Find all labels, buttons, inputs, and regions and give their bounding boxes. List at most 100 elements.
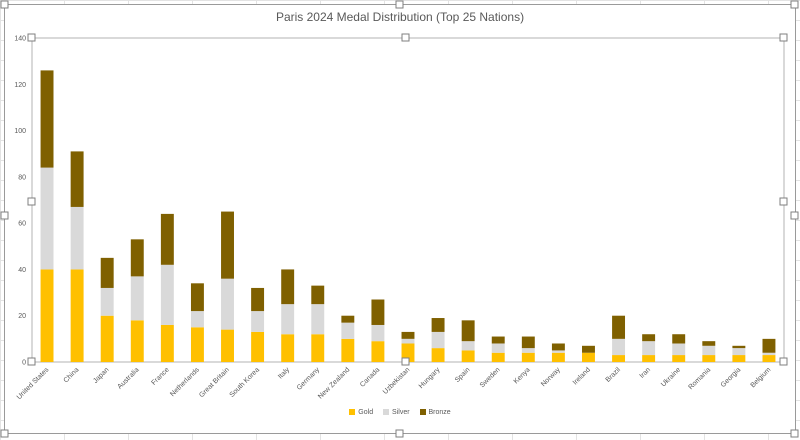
bar-new-zealand-gold[interactable] — [341, 338, 355, 362]
bar-iran-silver[interactable] — [642, 341, 656, 356]
bar-sweden-silver[interactable] — [491, 343, 505, 353]
bar-sweden-gold[interactable] — [491, 352, 505, 362]
bar-south-korea-bronze[interactable] — [251, 287, 265, 312]
bar-iran-gold[interactable] — [642, 355, 656, 362]
frame-handle-bottom-right[interactable] — [790, 429, 799, 438]
bar-norway-bronze[interactable] — [551, 343, 565, 351]
resize-handle-top[interactable] — [401, 33, 410, 42]
bar-south-korea-gold[interactable] — [251, 331, 265, 362]
frame-handle-bottom-left[interactable] — [0, 429, 9, 438]
resize-handle-top-left[interactable] — [27, 33, 36, 42]
bar-australia-silver[interactable] — [130, 276, 144, 321]
bar-canada-gold[interactable] — [371, 341, 385, 362]
legend-label-silver: Silver — [392, 409, 410, 416]
bar-france-gold[interactable] — [160, 324, 174, 362]
bar-new-zealand-silver[interactable] — [341, 322, 355, 339]
bar-kenya-silver[interactable] — [521, 348, 535, 353]
bar-ukraine-bronze[interactable] — [672, 334, 686, 344]
bar-china-bronze[interactable] — [70, 151, 84, 207]
frame-handle-right[interactable] — [790, 211, 799, 220]
frame-handle-top[interactable] — [395, 0, 404, 9]
bar-australia-bronze[interactable] — [130, 239, 144, 277]
bar-germany-bronze[interactable] — [311, 285, 325, 305]
bar-great-britain-silver[interactable] — [221, 278, 234, 330]
bar-france-bronze[interactable] — [160, 213, 174, 265]
bar-uzbekistan-bronze[interactable] — [401, 331, 415, 339]
bar-iran-bronze[interactable] — [642, 334, 656, 342]
bar-germany-silver[interactable] — [311, 304, 325, 335]
x-tick-label-brazil: Brazil — [605, 366, 623, 384]
bar-belgium-bronze[interactable] — [762, 338, 776, 353]
bar-germany-gold[interactable] — [311, 334, 325, 362]
bar-georgia-bronze[interactable] — [732, 345, 746, 349]
bar-romania-bronze[interactable] — [702, 341, 716, 346]
bar-south-korea-silver[interactable] — [251, 311, 265, 332]
bar-uzbekistan-gold[interactable] — [401, 343, 415, 362]
bar-georgia-silver[interactable] — [732, 348, 746, 356]
resize-handle-bottom-left[interactable] — [27, 357, 36, 366]
resize-handle-right[interactable] — [779, 197, 788, 206]
bar-brazil-bronze[interactable] — [612, 315, 626, 339]
bar-japan-gold[interactable] — [100, 315, 114, 362]
bar-italy-silver[interactable] — [281, 304, 295, 335]
bar-belgium-silver[interactable] — [762, 352, 776, 356]
bar-china-gold[interactable] — [70, 269, 84, 362]
bar-netherlands-gold[interactable] — [190, 327, 204, 362]
resize-handle-bottom[interactable] — [401, 357, 410, 366]
bar-china-silver[interactable] — [70, 206, 84, 270]
bar-sweden-bronze[interactable] — [491, 336, 505, 344]
bar-spain-bronze[interactable] — [461, 320, 475, 342]
bar-netherlands-silver[interactable] — [190, 311, 204, 328]
bar-new-zealand-bronze[interactable] — [341, 315, 355, 323]
bar-hungary-gold[interactable] — [431, 348, 445, 362]
bar-georgia-gold[interactable] — [732, 355, 746, 362]
bar-ireland-bronze[interactable] — [582, 345, 595, 353]
frame-handle-top-right[interactable] — [790, 0, 799, 9]
bar-romania-silver[interactable] — [702, 345, 716, 356]
plot-area-selection[interactable] — [31, 37, 785, 363]
bar-kenya-gold[interactable] — [521, 352, 535, 362]
resize-handle-top-right[interactable] — [779, 33, 788, 42]
legend-item-bronze: Bronze — [419, 409, 451, 416]
frame-handle-bottom[interactable] — [395, 429, 404, 438]
bar-netherlands-bronze[interactable] — [190, 283, 204, 312]
bar-belgium-gold[interactable] — [762, 355, 776, 362]
bar-great-britain-bronze[interactable] — [221, 211, 234, 279]
legend-swatch-bronze — [419, 409, 426, 415]
bar-hungary-silver[interactable] — [431, 331, 445, 349]
bar-australia-gold[interactable] — [130, 320, 144, 362]
bar-ukraine-silver[interactable] — [672, 343, 686, 356]
bar-norway-silver[interactable] — [551, 350, 565, 353]
x-tick-label-canada: Canada — [359, 366, 381, 388]
frame-handle-top-left[interactable] — [0, 0, 9, 9]
bar-canada-bronze[interactable] — [371, 299, 385, 325]
bar-canada-silver[interactable] — [371, 324, 385, 342]
bar-norway-gold[interactable] — [551, 352, 565, 362]
bar-united-states-gold[interactable] — [40, 269, 54, 362]
bar-uzbekistan-silver[interactable] — [401, 338, 415, 344]
bar-japan-silver[interactable] — [100, 287, 114, 316]
bar-italy-gold[interactable] — [281, 334, 295, 362]
bar-spain-silver[interactable] — [461, 341, 475, 351]
resize-handle-bottom-right[interactable] — [779, 357, 788, 366]
resize-handle-left[interactable] — [27, 197, 36, 206]
bar-hungary-bronze[interactable] — [431, 318, 445, 332]
bar-great-britain-gold[interactable] — [221, 329, 234, 362]
bar-ireland-gold[interactable] — [582, 352, 595, 362]
bar-united-states-silver[interactable] — [40, 167, 54, 270]
y-tick-label-100: 100 — [14, 128, 26, 135]
bar-japan-bronze[interactable] — [100, 257, 114, 288]
x-tick-label-spain: Spain — [454, 366, 472, 384]
frame-handle-left[interactable] — [0, 211, 9, 220]
x-axis-ticks: United States China Japan Australia FranceNe… — [16, 366, 773, 401]
bar-brazil-silver[interactable] — [612, 338, 626, 356]
bar-kenya-bronze[interactable] — [521, 336, 535, 349]
bar-brazil-gold[interactable] — [612, 355, 626, 362]
bar-italy-bronze[interactable] — [281, 269, 295, 305]
bar-united-states-bronze[interactable] — [40, 70, 54, 168]
bar-ukraine-gold[interactable] — [672, 355, 686, 362]
bar-spain-gold[interactable] — [461, 350, 475, 362]
bar-romania-gold[interactable] — [702, 355, 716, 362]
bar-france-silver[interactable] — [160, 264, 174, 325]
